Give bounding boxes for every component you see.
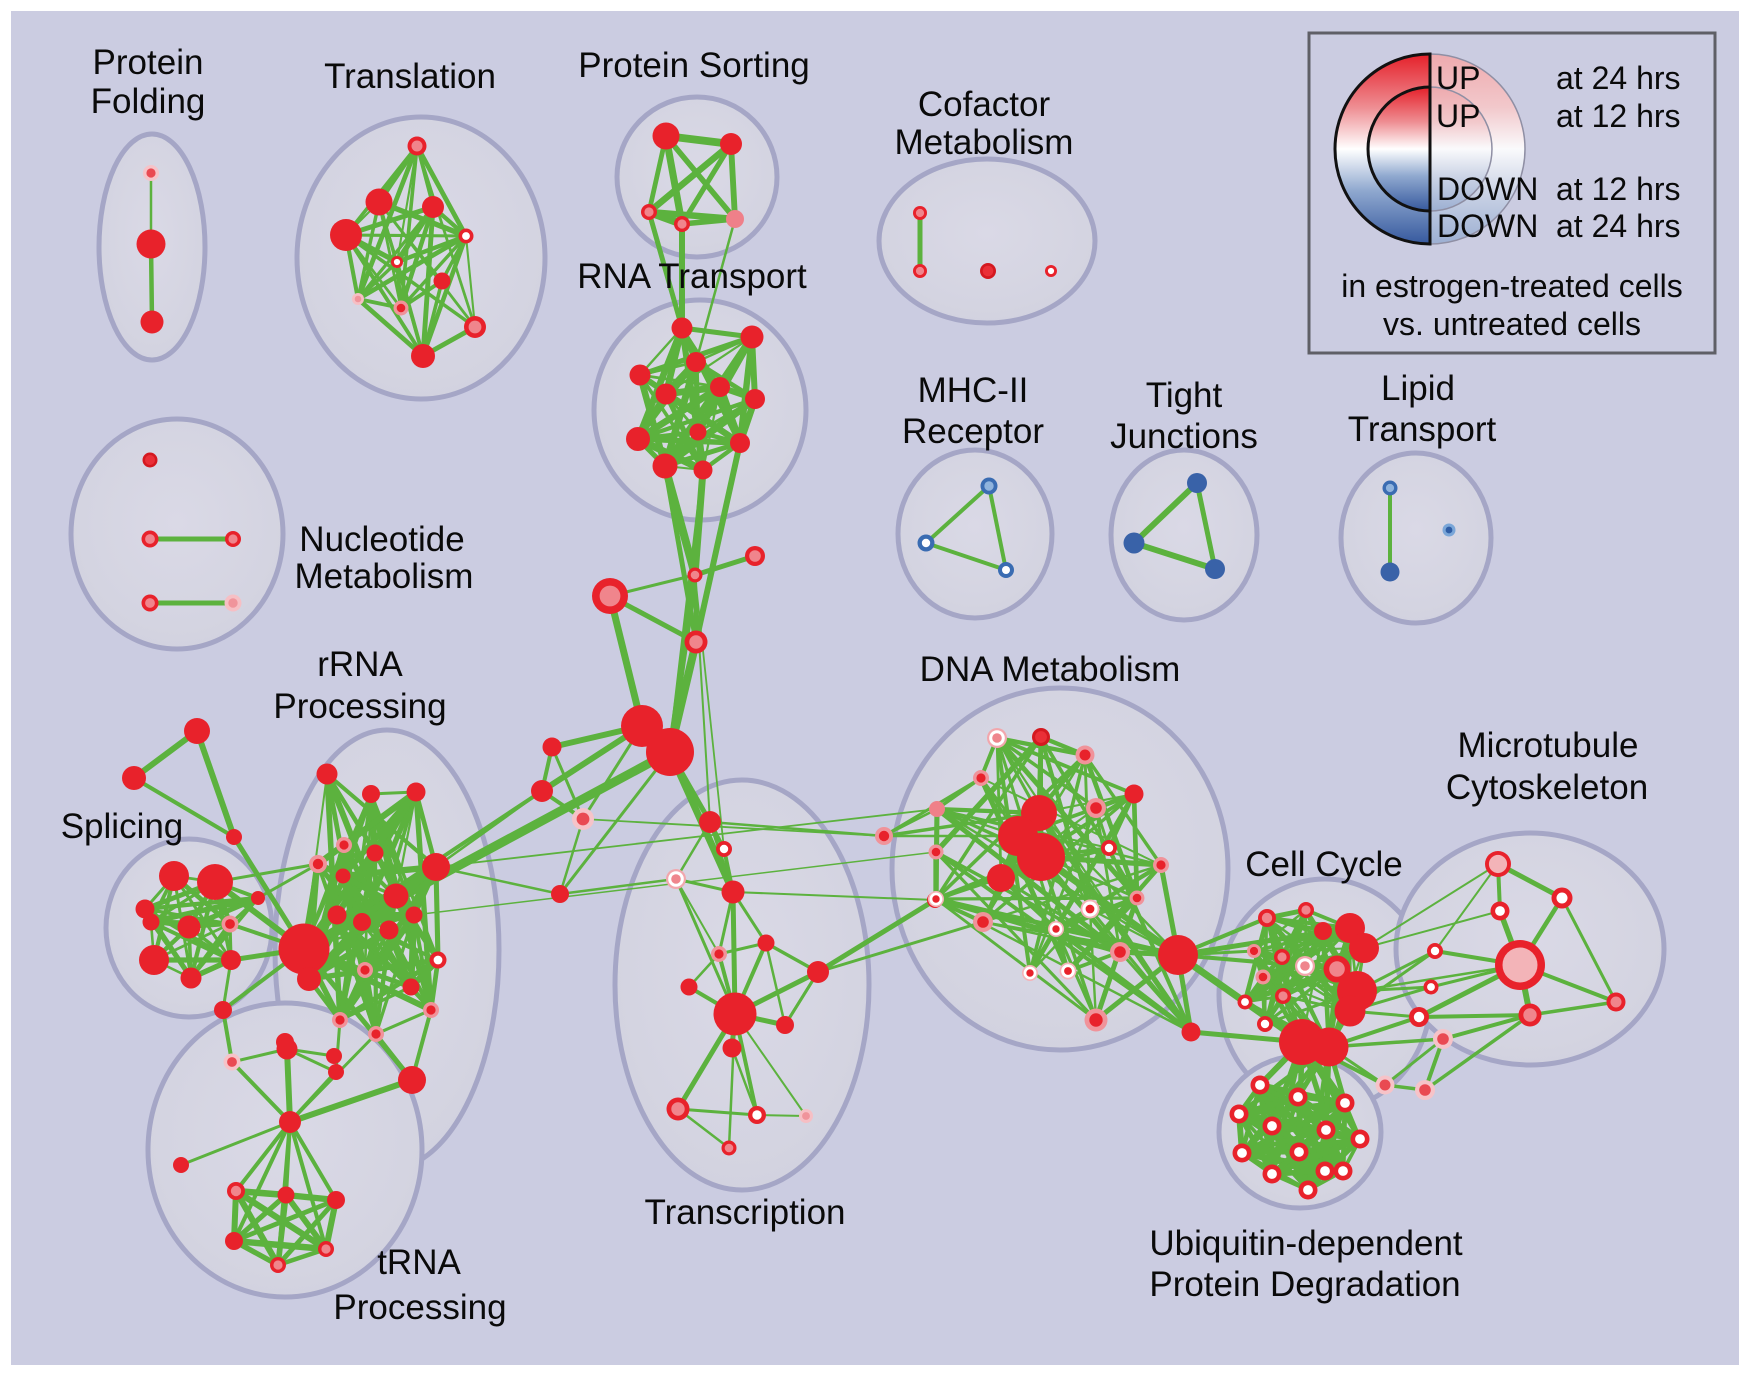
svg-text:Metabolism: Metabolism: [295, 557, 474, 596]
svg-text:in estrogen-treated cells: in estrogen-treated cells: [1341, 268, 1683, 304]
svg-text:Processing: Processing: [333, 1288, 506, 1327]
svg-text:at 24 hrs: at 24 hrs: [1556, 208, 1681, 244]
svg-text:Cytoskeleton: Cytoskeleton: [1446, 768, 1648, 807]
svg-text:Protein Sorting: Protein Sorting: [578, 46, 810, 85]
svg-text:Metabolism: Metabolism: [895, 123, 1074, 162]
svg-text:Transcription: Transcription: [645, 1193, 846, 1232]
svg-text:tRNA: tRNA: [377, 1243, 461, 1282]
svg-text:Receptor: Receptor: [902, 412, 1044, 451]
svg-text:Cell Cycle: Cell Cycle: [1245, 845, 1403, 884]
svg-text:RNA Transport: RNA Transport: [577, 257, 807, 296]
svg-text:DOWN: DOWN: [1437, 208, 1538, 244]
svg-text:MHC-II: MHC-II: [918, 371, 1029, 410]
svg-text:Cofactor: Cofactor: [918, 85, 1051, 124]
svg-text:at 12 hrs: at 12 hrs: [1556, 98, 1681, 134]
svg-text:DNA Metabolism: DNA Metabolism: [920, 650, 1181, 689]
svg-text:Protein Degradation: Protein Degradation: [1149, 1265, 1460, 1304]
svg-text:Tight: Tight: [1146, 376, 1223, 415]
svg-text:Microtubule: Microtubule: [1458, 726, 1639, 765]
svg-text:at 24 hrs: at 24 hrs: [1556, 60, 1681, 96]
svg-text:UP: UP: [1436, 60, 1480, 96]
svg-text:Lipid: Lipid: [1381, 369, 1455, 408]
svg-text:Translation: Translation: [324, 57, 496, 96]
svg-text:UP: UP: [1436, 98, 1480, 134]
svg-text:DOWN: DOWN: [1437, 171, 1538, 207]
svg-text:Junctions: Junctions: [1110, 417, 1258, 456]
svg-text:at 12 hrs: at 12 hrs: [1556, 171, 1681, 207]
svg-text:Transport: Transport: [1348, 410, 1497, 449]
svg-text:Processing: Processing: [273, 687, 446, 726]
svg-text:Splicing: Splicing: [61, 807, 184, 846]
svg-text:Ubiquitin-dependent: Ubiquitin-dependent: [1149, 1224, 1463, 1263]
svg-text:vs. untreated cells: vs. untreated cells: [1383, 306, 1641, 342]
svg-text:Nucleotide: Nucleotide: [299, 520, 464, 559]
svg-text:Folding: Folding: [91, 82, 206, 121]
svg-text:rRNA: rRNA: [317, 645, 403, 684]
svg-text:Protein: Protein: [93, 43, 204, 82]
